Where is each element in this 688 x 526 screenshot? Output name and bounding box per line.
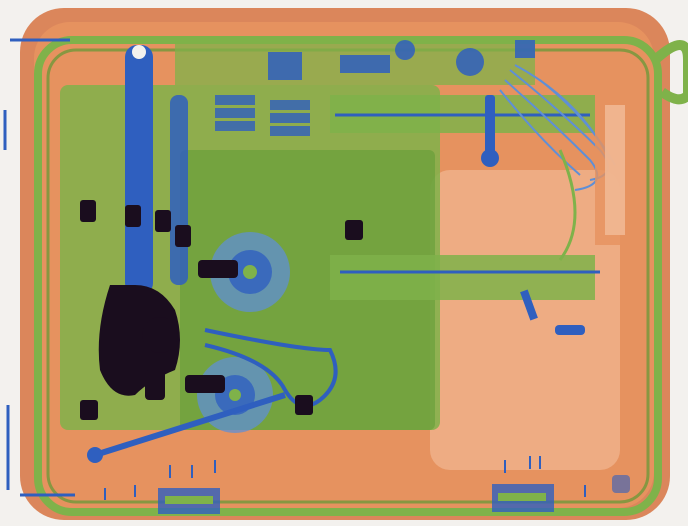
organic-padding-right xyxy=(430,170,620,470)
drive-belt xyxy=(204,328,338,408)
screwdriver-tool xyxy=(170,95,188,285)
left-screws xyxy=(3,38,75,497)
top-connectors xyxy=(268,40,535,80)
wrench-tool xyxy=(98,45,180,396)
right-latch xyxy=(595,95,635,245)
memory-chips xyxy=(215,95,310,136)
top-right-handle xyxy=(651,40,688,105)
bottom-hinges xyxy=(158,484,554,514)
motor-components xyxy=(80,200,363,420)
green-cable xyxy=(558,149,577,261)
tape-reel-upper xyxy=(210,232,290,312)
rail-middle xyxy=(330,255,595,300)
metal-bracket xyxy=(481,95,499,167)
bottom-bolts xyxy=(104,456,586,500)
metal-rod xyxy=(94,392,286,458)
rod-end xyxy=(87,447,103,463)
small-clips xyxy=(520,289,630,493)
